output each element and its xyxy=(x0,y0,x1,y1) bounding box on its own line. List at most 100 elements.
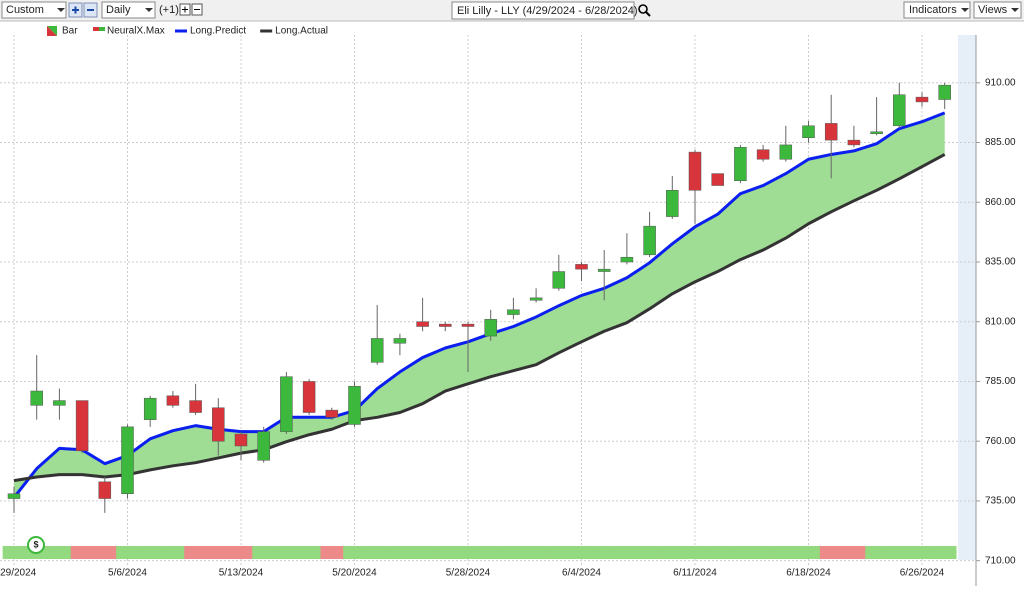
signal-segment xyxy=(48,546,72,559)
signal-segment xyxy=(252,546,276,559)
y-tick-label: 835.00 xyxy=(985,257,1016,268)
x-tick-label: 6/18/2024 xyxy=(786,568,831,579)
signal-segment xyxy=(797,546,821,559)
y-tick-label: 860.00 xyxy=(985,197,1016,208)
signal-segment xyxy=(865,546,889,559)
signal-segment xyxy=(2,546,26,559)
candle-body xyxy=(938,84,951,100)
y-tick-label: 885.00 xyxy=(985,137,1016,148)
y-tick-label: 735.00 xyxy=(985,496,1016,507)
candle-body xyxy=(461,323,475,327)
candle-body xyxy=(280,376,293,432)
symbol-box[interactable]: Eli Lilly - LLY (4/29/2024 - 6/28/2024) xyxy=(451,1,638,20)
indicators-button[interactable]: Indicators xyxy=(903,1,971,19)
candle-body xyxy=(166,395,180,406)
future-zone xyxy=(958,35,976,560)
candle-body xyxy=(30,390,43,406)
signal-segment xyxy=(502,546,526,559)
signal-segment xyxy=(70,546,94,559)
legend: Bar NeuralX.Max Long.Predict Long.Actual xyxy=(47,26,328,37)
candle-body xyxy=(756,149,770,160)
candle-body xyxy=(620,256,634,263)
signal-segment xyxy=(706,546,730,559)
legend-signal: NeuralX.Max xyxy=(107,26,165,37)
x-tick-label: 5/13/2024 xyxy=(219,568,264,579)
candle-body xyxy=(325,409,339,418)
x-tick-label: 6/26/2024 xyxy=(900,568,945,579)
signal-segment xyxy=(116,546,140,559)
candle-body xyxy=(552,271,566,289)
signal-segment xyxy=(887,546,912,559)
signal-segment xyxy=(343,546,367,559)
signal-segment xyxy=(547,546,571,559)
candle-body xyxy=(75,400,89,452)
band-area xyxy=(14,112,945,498)
candle-body xyxy=(802,125,815,138)
signal-segment xyxy=(411,546,435,559)
candle-body xyxy=(393,338,407,344)
signal-segment xyxy=(388,546,412,559)
svg-text:$: $ xyxy=(33,539,38,549)
views-label: Views xyxy=(978,4,1008,16)
zoom-in[interactable] xyxy=(68,2,83,18)
signal-segment xyxy=(275,546,299,559)
candle-body xyxy=(870,131,883,135)
signal-segment xyxy=(933,546,957,559)
candle-body xyxy=(212,407,225,442)
y-tick-label: 910.00 xyxy=(985,77,1016,88)
candle-body xyxy=(370,338,384,363)
candle-body xyxy=(416,321,429,327)
views-button[interactable]: Views xyxy=(973,1,1022,19)
range-label: Custom xyxy=(6,4,44,16)
candle-body xyxy=(439,323,452,327)
signal-segment xyxy=(479,546,503,559)
line-series xyxy=(13,153,946,483)
legend-bar: Bar xyxy=(62,26,78,37)
signal-segment xyxy=(433,546,458,559)
search-icon[interactable] xyxy=(638,4,651,17)
y-tick-label: 760.00 xyxy=(985,436,1016,447)
signal-segment xyxy=(592,546,617,559)
signal-segment xyxy=(206,546,231,559)
signal-segment xyxy=(842,546,866,559)
candle-body xyxy=(915,96,929,103)
indicators-label: Indicators xyxy=(909,4,957,16)
candle-body xyxy=(779,144,793,160)
signal-segment xyxy=(615,546,639,559)
signal-segment xyxy=(297,546,321,559)
x-tick-label: 5/28/2024 xyxy=(446,568,491,579)
signal-segment xyxy=(184,546,208,559)
candle-body xyxy=(53,400,66,406)
x-tick-label: 4/29/2024 xyxy=(0,568,37,579)
range-select[interactable]: Custom xyxy=(1,1,67,19)
candle-body xyxy=(575,264,588,270)
candle-body xyxy=(893,94,906,127)
candle-body xyxy=(711,173,724,186)
zoom-out[interactable] xyxy=(83,2,98,18)
candle-body xyxy=(597,268,611,272)
candle-body xyxy=(189,400,202,413)
signal-segment xyxy=(161,546,185,559)
plot: 710.00 735.00 760.00 785.00 810.00 835.00 860.… xyxy=(0,35,1016,579)
x-tick-label: 5/6/2024 xyxy=(108,568,147,579)
signal-segment xyxy=(660,546,685,559)
candle-body xyxy=(507,309,520,315)
signal-segment xyxy=(774,546,798,559)
candle-body xyxy=(257,431,270,461)
signal-segment xyxy=(751,546,775,559)
signal-segment xyxy=(320,546,344,559)
interval-label: Daily xyxy=(106,4,131,16)
candle-body xyxy=(121,426,134,495)
signal-segment xyxy=(683,546,707,559)
signal-segment xyxy=(365,546,390,559)
x-tick-label: 6/11/2024 xyxy=(673,568,717,579)
step-plus[interactable] xyxy=(179,3,191,16)
candle-body xyxy=(824,123,838,141)
legend-label: Long.Actual xyxy=(275,26,328,37)
candle-body xyxy=(98,481,112,499)
interval-select[interactable]: Daily xyxy=(101,1,156,19)
candle-body xyxy=(643,225,656,256)
signal-segment xyxy=(229,546,253,559)
step-minus[interactable] xyxy=(191,3,203,16)
y-tick-label: 810.00 xyxy=(985,316,1016,327)
